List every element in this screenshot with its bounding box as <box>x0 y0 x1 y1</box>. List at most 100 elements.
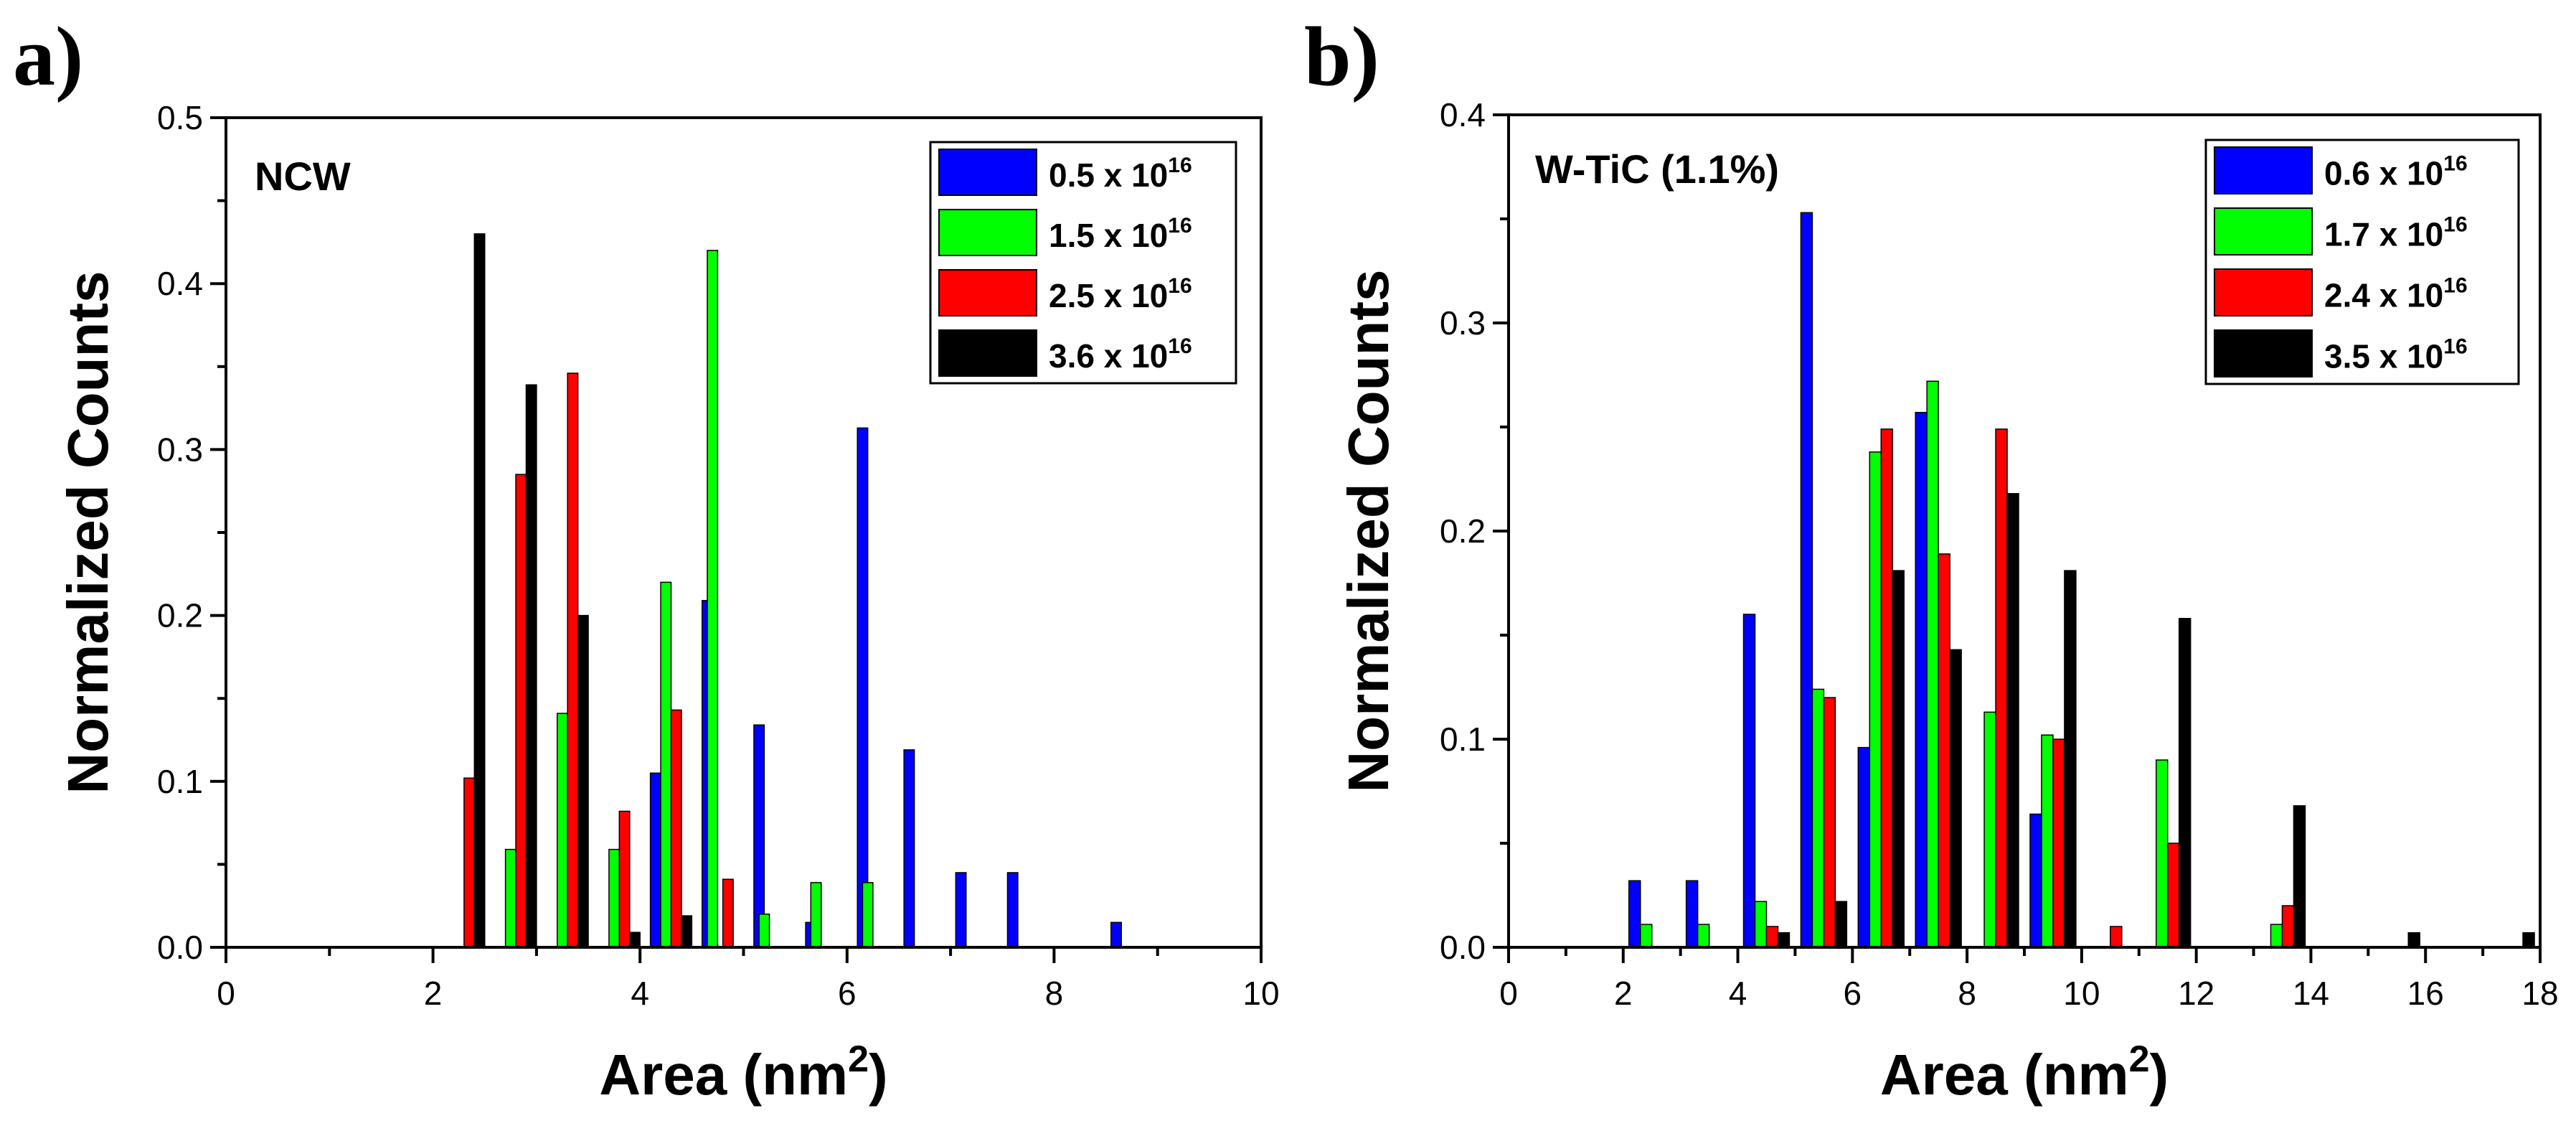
legend-label: 3.5 x 1016 <box>2324 335 2468 375</box>
bar <box>1892 570 1905 948</box>
y-tick-label: 0.3 <box>1440 304 1486 342</box>
x-tick-label: 10 <box>1242 975 1279 1012</box>
bar <box>857 427 869 948</box>
legend-label: 2.4 x 1016 <box>2324 274 2468 314</box>
legend-label-base: 2.4 x 10 <box>2324 277 2443 314</box>
bars <box>1628 212 2535 948</box>
bar <box>1857 746 1871 948</box>
y-tick-label: 0.0 <box>157 929 203 966</box>
bar <box>1869 451 1882 948</box>
y-tick-label: 0.5 <box>157 99 203 136</box>
legend-label-superscript: 16 <box>1168 334 1192 358</box>
bars <box>463 233 1122 948</box>
bar <box>1110 921 1122 948</box>
panel-b: b) 0 2 4 6 8 10 12 14 16 18 0.0 0.1 0.2 0.3 0.4 Area (nm… <box>1304 9 2559 1107</box>
bar <box>515 474 527 948</box>
legend-label: 0.5 x 1016 <box>1049 154 1192 194</box>
y-axis-title: Normalized Counts <box>1336 270 1400 793</box>
y-tick-label: 0.1 <box>1440 721 1486 758</box>
legend-label-superscript: 16 <box>2443 152 2467 176</box>
bar <box>473 233 486 948</box>
x-tick-label: 0 <box>217 975 235 1012</box>
legend-swatch <box>938 269 1037 316</box>
legend-label: 1.5 x 1016 <box>1049 214 1192 254</box>
bar <box>2293 805 2306 948</box>
x-tick-label: 8 <box>1958 975 1976 1012</box>
bar <box>463 777 476 948</box>
y-axis-title: Normalized Counts <box>56 271 120 794</box>
x-axis-title-text: Area (nm <box>599 1043 848 1107</box>
legend-label: 1.7 x 1016 <box>2324 213 2468 253</box>
legend-label: 0.6 x 1016 <box>2324 152 2468 192</box>
bar <box>2064 570 2077 948</box>
bar <box>2041 734 2054 948</box>
x-tick-label: 14 <box>2293 975 2329 1012</box>
bar <box>955 872 967 948</box>
bar <box>1742 614 1756 948</box>
bar <box>1811 688 1825 948</box>
x-tick-label: 6 <box>838 975 857 1012</box>
x-tick-label: 18 <box>2521 975 2558 1012</box>
bar <box>649 772 661 948</box>
x-axis-title-end: ) <box>869 1043 888 1107</box>
bar-series-3 <box>463 372 734 948</box>
legend-swatch <box>938 149 1037 196</box>
bar-series-1 <box>1628 212 2042 948</box>
bar <box>618 810 631 948</box>
legend-label-base: 3.5 x 10 <box>2324 338 2443 375</box>
legend-label: 3.6 x 1016 <box>1049 334 1192 375</box>
bar <box>1685 880 1699 948</box>
bar <box>1995 428 2008 948</box>
x-tick-label: 16 <box>2407 975 2444 1012</box>
x-axis-title-text: Area (nm <box>1880 1043 2129 1107</box>
bar <box>2407 932 2420 948</box>
legend-label-base: 2.5 x 10 <box>1049 277 1168 314</box>
y-tick-label: 0.4 <box>1440 96 1486 133</box>
bar <box>1006 872 1019 948</box>
bar <box>2281 905 2295 948</box>
legend-label-superscript: 16 <box>2443 274 2467 298</box>
legend-label: 2.5 x 1016 <box>1049 274 1192 314</box>
x-tick-label: 2 <box>424 975 443 1012</box>
legend-label-superscript: 16 <box>2443 213 2467 237</box>
bar <box>2270 924 2283 948</box>
bar <box>681 915 693 948</box>
x-tick-label: 6 <box>1844 975 1862 1012</box>
bar-series-4 <box>473 233 693 948</box>
x-axis-title: Area (nm2) <box>599 1038 887 1107</box>
x-axis-title-superscript: 2 <box>2129 1038 2150 1080</box>
legend-label-superscript: 16 <box>1168 274 1192 298</box>
x-tick-label: 0 <box>1499 975 1518 1012</box>
bar <box>1915 411 1928 948</box>
legend-swatch <box>2214 146 2313 194</box>
bar <box>1754 901 1768 948</box>
x-tick-label: 10 <box>2063 975 2100 1012</box>
x-tick-label: 8 <box>1045 975 1064 1012</box>
y-tick-label: 0.0 <box>1440 929 1486 966</box>
y-tick-label: 0.4 <box>157 265 203 302</box>
x-tick-label: 2 <box>1614 975 1633 1012</box>
bar <box>660 581 672 948</box>
bar <box>608 848 621 948</box>
bar-series-4 <box>1777 493 2535 948</box>
legend-swatch <box>938 329 1037 377</box>
bar <box>903 749 915 948</box>
bar <box>557 713 568 948</box>
bar <box>707 250 719 948</box>
chart-title: NCW <box>255 154 351 199</box>
x-axis-title: Area (nm2) <box>1880 1038 2169 1107</box>
panel-label: a) <box>13 9 83 103</box>
x-tick-label: 4 <box>631 975 649 1012</box>
bar <box>810 882 822 948</box>
bar <box>722 878 734 948</box>
bar <box>1880 428 1894 948</box>
legend-swatch <box>2214 329 2313 377</box>
bar <box>504 848 516 948</box>
legend-swatch <box>2214 207 2313 255</box>
bar <box>577 614 589 948</box>
legend-label-superscript: 16 <box>2443 335 2467 359</box>
bar <box>1823 697 1836 948</box>
